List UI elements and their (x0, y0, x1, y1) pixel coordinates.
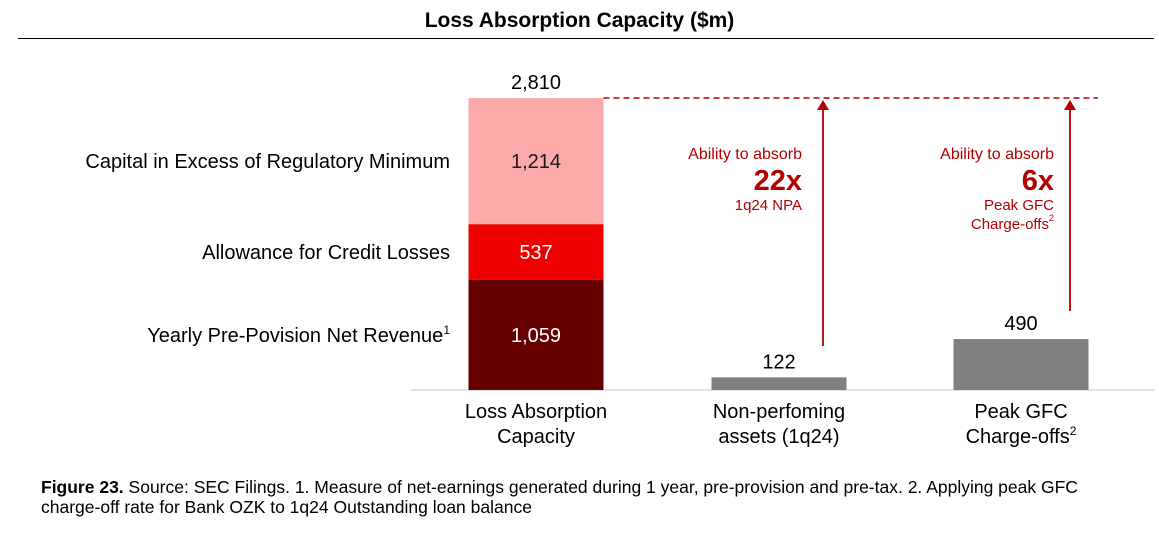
total-value-label: 2,810 (511, 72, 561, 94)
absorb-arrowhead-2 (1064, 100, 1076, 110)
x-tick-label-1-2: Capacity (497, 426, 575, 448)
segment-value-label-1: 1,059 (511, 325, 561, 347)
segment-name-label-3: Capital in Excess of Regulatory Minimum (85, 151, 450, 173)
annotation-2-line-3: Peak GFC (984, 197, 1054, 214)
figure-caption: Figure 23. Source: SEC Filings. 1. Measu… (41, 477, 1141, 517)
stacked-segment-2 (468, 224, 604, 280)
stacked-segment-1 (468, 279, 604, 390)
chart-title: Loss Absorption Capacity ($m) (424, 9, 735, 32)
bar-2 (953, 339, 1089, 390)
bar-value-label-1: 122 (762, 351, 795, 373)
segment-name-label-1: Yearly Pre-Povision Net Revenue1 (147, 323, 450, 347)
annotation-2-line-1: Ability to absorb (940, 146, 1054, 163)
x-tick-label-2-1: Non-perfoming (713, 401, 845, 423)
title-divider (18, 38, 1154, 39)
segment-value-label-2: 537 (519, 242, 552, 264)
annotation-1-line-3: 1q24 NPA (735, 197, 802, 214)
absorb-arrowhead-1 (817, 100, 829, 110)
caption-text: Source: SEC Filings. 1. Measure of net-e… (41, 477, 1078, 517)
segment-value-label-3: 1,214 (511, 151, 561, 173)
annotation-1-multiple: 22x (754, 165, 802, 197)
bar-value-label-2: 490 (1004, 313, 1037, 335)
annotation-2-multiple: 6x (1022, 165, 1054, 197)
x-tick-label-3-2: Charge-offs2 (966, 424, 1077, 448)
chart-canvas: 1,059 Yearly Pre-Povision Net Revenue1 537… (85, 72, 1155, 448)
x-tick-label-3-1: Peak GFC (974, 401, 1067, 423)
stacked-segment-3 (468, 98, 604, 225)
x-tick-label-2-2: assets (1q24) (718, 426, 839, 448)
annotation-2-line-4: Charge-offs2 (971, 213, 1054, 233)
caption-label: Figure 23. (41, 477, 124, 497)
bar-1 (711, 377, 847, 390)
annotation-1-line-1: Ability to absorb (688, 146, 802, 163)
x-tick-label-1-1: Loss Absorption (465, 401, 607, 423)
segment-name-label-2: Allowance for Credit Losses (202, 242, 450, 264)
